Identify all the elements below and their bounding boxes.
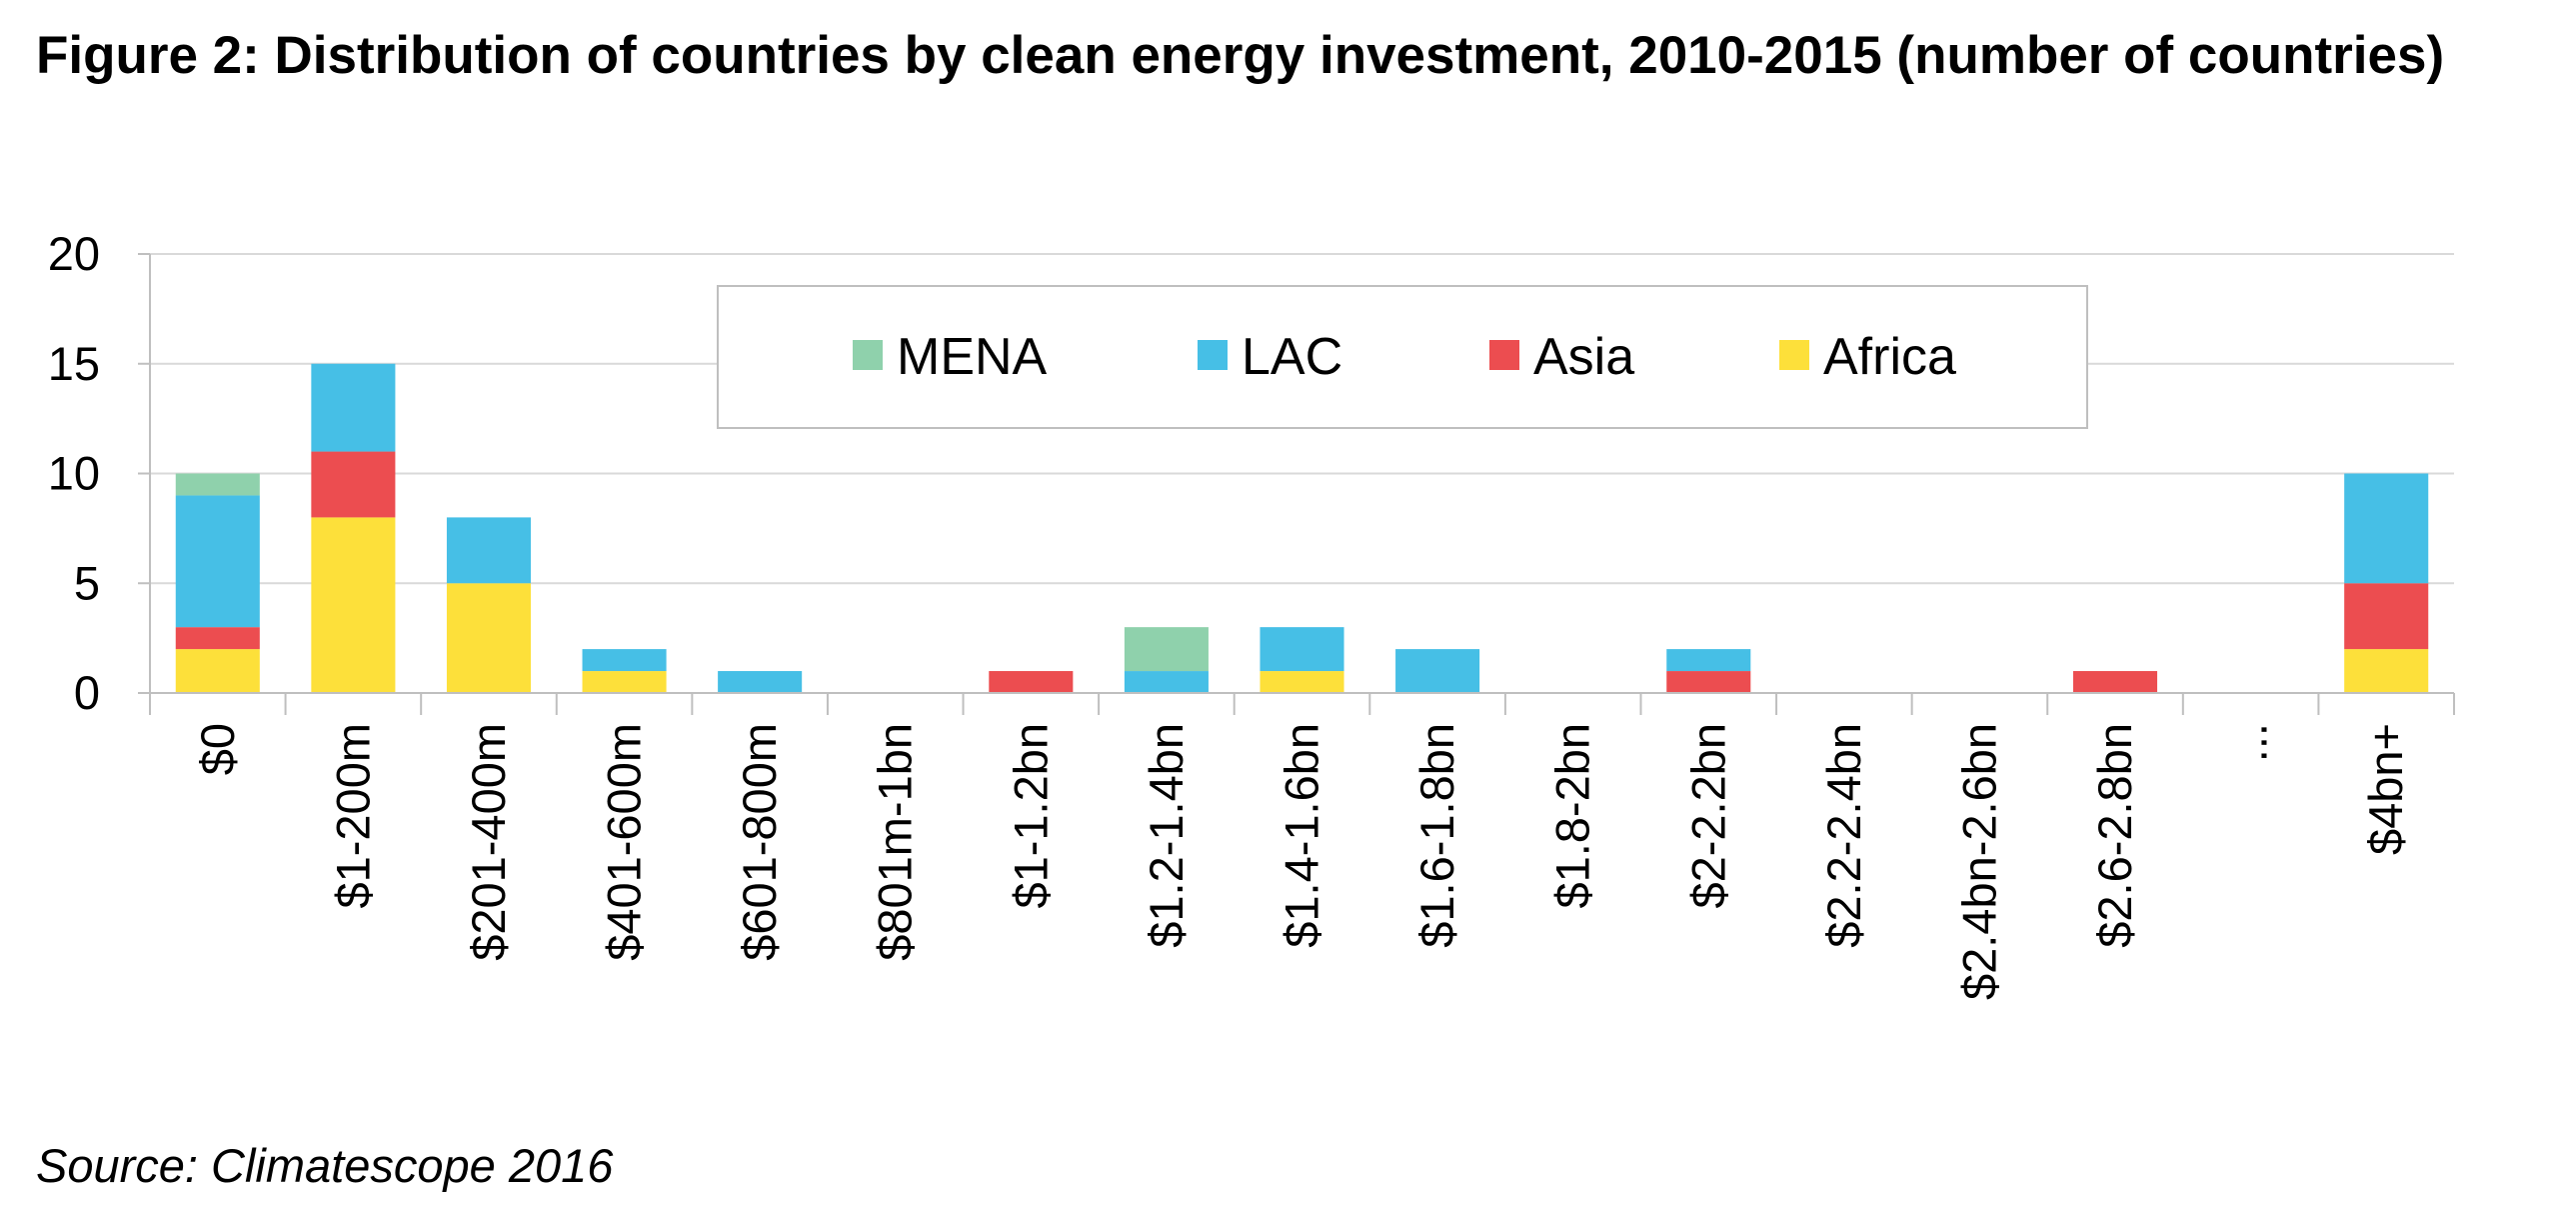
y-tick-label: 0: [74, 666, 100, 719]
bar-segment-lac: [175, 495, 260, 628]
x-tick-label: $1.8-2bn: [1546, 723, 1599, 909]
x-tick-label: $2-2.2bn: [1681, 723, 1734, 909]
x-tick-label: $201-400m: [462, 723, 515, 961]
bar-segment-africa: [311, 517, 396, 693]
bar-segment-lac: [446, 517, 532, 584]
bar-segment-africa: [175, 649, 260, 693]
legend-swatch-lac: [1198, 340, 1228, 370]
x-tick-label: $2.6-2.8bn: [2088, 723, 2141, 948]
y-tick-label: 20: [48, 227, 100, 280]
legend-box: [717, 285, 2088, 429]
bar-segment-lac: [582, 649, 667, 672]
legend-label-mena: MENA: [897, 328, 1048, 386]
bar-segment-africa: [1260, 671, 1344, 693]
x-tick-label: $4bn+: [2359, 723, 2412, 855]
x-tick-label: $2.2-2.4bn: [1817, 723, 1870, 948]
legend-swatch-mena: [853, 340, 883, 370]
bar-segment-africa: [582, 671, 667, 693]
bar-segment-lac: [311, 363, 396, 452]
chart-title: Figure 2: Distribution of countries by c…: [36, 26, 2445, 85]
x-tick-label: ...: [2224, 723, 2277, 762]
legend-swatch-africa: [1779, 340, 1809, 370]
bar-segment-lac: [1260, 627, 1344, 672]
bar-segment-asia: [2344, 583, 2429, 650]
x-tick-label: $1-1.2bn: [1004, 723, 1057, 909]
bar-segment-africa: [2344, 649, 2429, 693]
legend-label-asia: Asia: [1533, 328, 1634, 386]
bar-segment-asia: [989, 671, 1074, 693]
x-tick-label: $1.2-1.4bn: [1140, 723, 1193, 948]
y-tick-label: 15: [48, 337, 100, 390]
x-tick-label: $1.4-1.6bn: [1276, 723, 1328, 948]
bar-segment-mena: [175, 473, 260, 496]
x-tick-label: $1-200m: [326, 723, 379, 909]
x-tick-label: $0: [191, 723, 244, 775]
legend-swatch-asia: [1489, 340, 1519, 370]
x-tick-label: $601-800m: [733, 723, 786, 961]
bar-segment-mena: [1124, 627, 1209, 672]
bar-segment-africa: [446, 583, 532, 693]
y-tick-label: 5: [74, 556, 100, 609]
bar-segment-asia: [2072, 671, 2158, 693]
x-tick-label: $401-600m: [598, 723, 651, 961]
legend-label-africa: Africa: [1823, 328, 1956, 386]
bar-segment-asia: [311, 451, 396, 518]
bar-segment-lac: [1124, 671, 1209, 693]
x-tick-label: $2.4bn-2.6bn: [1952, 723, 2005, 1000]
bar-segment-lac: [1395, 649, 1480, 693]
bar-segment-lac: [1666, 649, 1751, 672]
x-tick-label: $1.6-1.8bn: [1410, 723, 1463, 948]
y-tick-label: 10: [48, 447, 100, 500]
bar-segment-asia: [175, 627, 260, 650]
bar-segment-asia: [1666, 671, 1751, 693]
x-tick-label: $801m-1bn: [869, 723, 922, 961]
bar-segment-lac: [2344, 473, 2429, 584]
source-note: Source: Climatescope 2016: [36, 1139, 614, 1192]
bar-segment-lac: [718, 671, 803, 693]
legend-label-lac: LAC: [1242, 328, 1342, 386]
